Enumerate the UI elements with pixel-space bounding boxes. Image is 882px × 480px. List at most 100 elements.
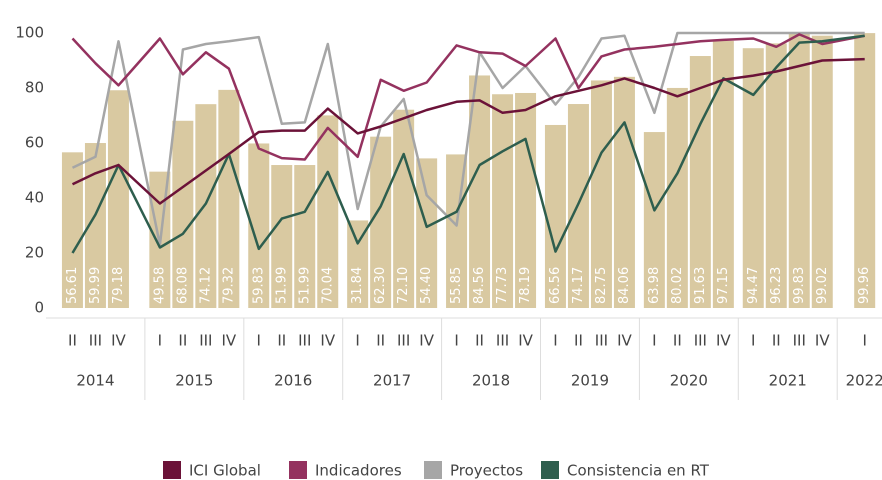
y-tick-label: 40 (25, 189, 44, 207)
bar-label: 51.99 (297, 267, 312, 304)
x-tick-label: III (595, 332, 608, 350)
line-series (71, 57, 865, 205)
x-tick-label: I (257, 332, 261, 350)
bar-label: 99.83 (792, 267, 807, 304)
bar (811, 35, 833, 308)
x-tick-label: II (475, 332, 484, 350)
bar-label: 77.73 (495, 267, 510, 304)
x-tick-label: III (89, 332, 102, 350)
y-tick-label: 20 (25, 244, 44, 262)
x-group-label: 2020 (670, 372, 708, 390)
bar-label: 59.83 (251, 267, 266, 304)
x-tick-label: IV (320, 332, 335, 350)
bar (544, 124, 566, 309)
bar (712, 40, 734, 309)
x-group-label: 2016 (274, 372, 312, 390)
legend-swatch (289, 461, 307, 479)
y-tick-label: 60 (25, 134, 44, 152)
bar (666, 87, 688, 308)
x-tick-label: IV (716, 332, 731, 350)
x-tick-label: IV (518, 332, 533, 350)
x-tick-label: IV (222, 332, 237, 350)
bar-label: 70.04 (320, 267, 335, 304)
x-tick-label: I (652, 332, 656, 350)
bar (469, 75, 491, 309)
bar (317, 115, 339, 308)
x-group-label: 2021 (769, 372, 807, 390)
y-tick-label: 0 (34, 299, 44, 317)
x-tick-label: II (68, 332, 77, 350)
bar-label: 49.58 (152, 267, 167, 304)
x-tick-label: I (355, 332, 359, 350)
bar (61, 152, 83, 308)
bar-label: 72.10 (396, 267, 411, 304)
bar (590, 80, 612, 308)
bar-label: 84.56 (472, 267, 487, 304)
x-tick-label: III (199, 332, 212, 350)
legend-label: Indicadores (315, 462, 402, 480)
bar-label: 62.30 (373, 267, 388, 304)
x-tick-label: I (553, 332, 557, 350)
legend-label: Proyectos (450, 462, 523, 480)
bar-label: 51.99 (274, 267, 289, 304)
legend-swatch (163, 461, 181, 479)
bar (107, 90, 129, 308)
bar (742, 48, 764, 309)
bar-label: 91.63 (693, 267, 708, 304)
x-tick-label: IV (815, 332, 830, 350)
bar-label: 97.15 (716, 267, 731, 304)
bar (172, 120, 194, 308)
bar-label: 66.56 (548, 267, 563, 304)
bar (84, 143, 106, 308)
bar-label: 63.98 (647, 267, 662, 304)
x-tick-label: I (158, 332, 162, 350)
bar-label: 80.02 (670, 267, 685, 304)
bar (347, 220, 369, 308)
y-tick-label: 100 (15, 24, 44, 42)
bar-label: 59.99 (88, 267, 103, 304)
x-group-label: 2022 (846, 372, 882, 390)
bar-label: 78.19 (518, 267, 533, 304)
line-series (71, 33, 865, 161)
bar-label: 79.32 (221, 267, 236, 304)
bar (765, 43, 787, 309)
bar-label: 79.18 (111, 267, 126, 304)
x-tick-label: III (397, 332, 410, 350)
bar-label: 74.17 (571, 267, 586, 304)
bar-label: 74.12 (198, 267, 213, 304)
bar-label: 68.08 (175, 267, 190, 304)
x-tick-label: I (751, 332, 755, 350)
bar (218, 89, 240, 309)
bar-label: 99.02 (815, 267, 830, 304)
bar (370, 136, 392, 308)
x-tick-label: III (298, 332, 311, 350)
x-tick-label: II (376, 332, 385, 350)
legend-label: Consistencia en RT (567, 462, 710, 480)
line-series (71, 34, 865, 254)
x-group-label: 2015 (175, 372, 213, 390)
x-tick-label: II (772, 332, 781, 350)
bar-label: 54.40 (419, 267, 434, 304)
x-tick-label: III (793, 332, 806, 350)
bar (689, 56, 711, 308)
x-tick-label: II (673, 332, 682, 350)
bar (416, 158, 438, 308)
bar-label: 84.06 (617, 267, 632, 304)
x-tick-label: III (496, 332, 509, 350)
line-series (71, 31, 865, 247)
x-tick-label: IV (617, 332, 632, 350)
bar (788, 33, 810, 308)
bar-label: 82.75 (594, 267, 609, 304)
bar (854, 33, 876, 309)
bar-label: 94.47 (746, 267, 761, 304)
x-group-label: 2017 (373, 372, 411, 390)
x-tick-label: II (574, 332, 583, 350)
x-tick-label: II (178, 332, 187, 350)
bar-label: 55.85 (449, 267, 464, 304)
legend-swatch (541, 461, 559, 479)
bar-label: 99.96 (857, 267, 872, 304)
bar (248, 143, 270, 308)
bar (515, 92, 537, 308)
x-tick-label: II (277, 332, 286, 350)
x-tick-label: III (694, 332, 707, 350)
